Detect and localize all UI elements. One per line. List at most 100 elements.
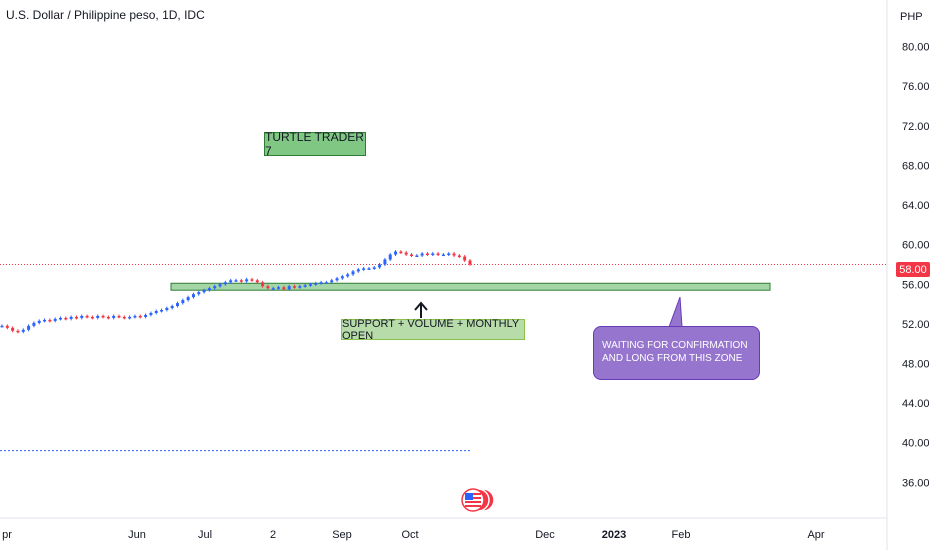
candle-body [271, 288, 275, 290]
candle-body [410, 254, 413, 257]
candle-body [106, 316, 110, 319]
support-note-text: SUPPORT + VOLUME + MONTHLY OPEN [342, 317, 520, 342]
x-tick-label: 2023 [602, 529, 626, 541]
candle-body [27, 325, 31, 330]
support-note[interactable]: SUPPORT + VOLUME + MONTHLY OPEN [341, 317, 525, 342]
candle-body [96, 315, 100, 318]
candle-body [431, 253, 435, 256]
candle-body [468, 260, 472, 265]
candle-body [282, 287, 286, 290]
candle-body [346, 274, 350, 277]
candle-body [170, 306, 174, 309]
candle-body [149, 312, 153, 315]
candle-body [277, 287, 281, 289]
candle-body [218, 284, 222, 287]
candle-body [186, 297, 190, 301]
candle-body [90, 316, 94, 319]
y-tick-label: 64.00 [902, 200, 930, 212]
turtle-trader-label[interactable]: TURTLE TRADER 7 [264, 130, 366, 158]
chart-title: U.S. Dollar / Philippine peso, 1D, IDC [6, 8, 205, 22]
y-tick-label: 52.00 [902, 319, 930, 331]
candle-body [367, 268, 371, 270]
candle-body [101, 315, 105, 318]
candle-body [64, 317, 68, 320]
candle-body [59, 317, 62, 320]
price-series [0, 250, 472, 334]
candle-body [21, 329, 25, 332]
candle-body [457, 255, 461, 258]
candle-body [378, 264, 382, 268]
candle-body [69, 316, 73, 319]
candle-body [293, 286, 296, 288]
candle-body [372, 267, 376, 269]
x-tick-label: Feb [672, 529, 691, 541]
candle-body [191, 294, 195, 298]
candle-body [48, 319, 52, 322]
y-tick-label: 60.00 [902, 240, 930, 252]
support-zone-rect[interactable] [170, 282, 771, 291]
candle-body [356, 269, 360, 272]
candle-body [441, 254, 445, 257]
candle-body [138, 315, 142, 318]
x-tick-label: Jun [128, 529, 146, 541]
candle-body [399, 251, 403, 254]
candle-body [0, 325, 4, 328]
callout-pointer [668, 296, 683, 328]
candle-body [340, 276, 344, 279]
y-tick-label: 48.00 [902, 358, 930, 370]
x-tick-label: Dec [535, 529, 555, 541]
candle-body [425, 253, 429, 256]
candle-body [181, 300, 185, 304]
candle-body [420, 253, 424, 256]
candle-body [452, 253, 456, 256]
candle-body [362, 268, 366, 270]
y-tick-label: 68.00 [902, 160, 930, 172]
y-tick-label: 56.00 [902, 279, 930, 291]
candle-body [37, 320, 41, 323]
candle-body [447, 253, 451, 256]
x-tick-label: Oct [401, 529, 418, 541]
candle-body [394, 251, 398, 255]
candle-body [463, 256, 467, 261]
y-tick-label: 36.00 [902, 477, 930, 489]
y-tick-label: 40.00 [902, 438, 930, 450]
y-tick-label: 72.00 [902, 121, 930, 133]
candle-body [245, 279, 249, 282]
candle-body [404, 252, 408, 255]
candle-body [388, 254, 392, 260]
candle-body [261, 282, 265, 287]
candle-body [112, 315, 116, 318]
candle-body [32, 322, 36, 326]
candle-body [383, 259, 387, 265]
y-tick-label: 80.00 [902, 42, 930, 54]
candle-body [74, 316, 78, 319]
candle-body [202, 290, 206, 293]
candle-body [207, 288, 211, 291]
candle-body [16, 330, 20, 333]
y-tick-label: 44.00 [902, 398, 930, 410]
callout-note-text: WAITING FOR CONFIRMATION AND LONG FROM T… [602, 340, 748, 364]
y-axis-ticks: 80.00 76.00 72.00 68.00 64.00 60.00 56.00 52.00… [902, 42, 930, 490]
candle-body [298, 286, 302, 288]
candle-body [53, 318, 57, 321]
candle-body [165, 308, 169, 311]
x-tick-label: Apr [807, 529, 824, 541]
candle-body [133, 315, 137, 318]
us-flag-events-icon[interactable] [460, 486, 494, 514]
callout-note[interactable]: WAITING FOR CONFIRMATION AND LONG FROM T… [593, 326, 760, 380]
candle-body [266, 286, 270, 289]
candle-body [250, 279, 254, 281]
candle-body [160, 310, 164, 312]
candle-body [85, 315, 89, 318]
candle-body [176, 303, 179, 307]
candle-body [197, 292, 201, 295]
candle-body [287, 286, 291, 290]
x-axis-ticks: pr Jun Jul 2 Sep Oct Dec 2023 Feb Apr [2, 529, 825, 541]
candle-body [335, 278, 339, 281]
candle-body [239, 280, 243, 282]
candle-body [223, 282, 227, 285]
candle-body [351, 271, 355, 275]
candle-body [234, 280, 238, 282]
candle-body [415, 255, 419, 258]
